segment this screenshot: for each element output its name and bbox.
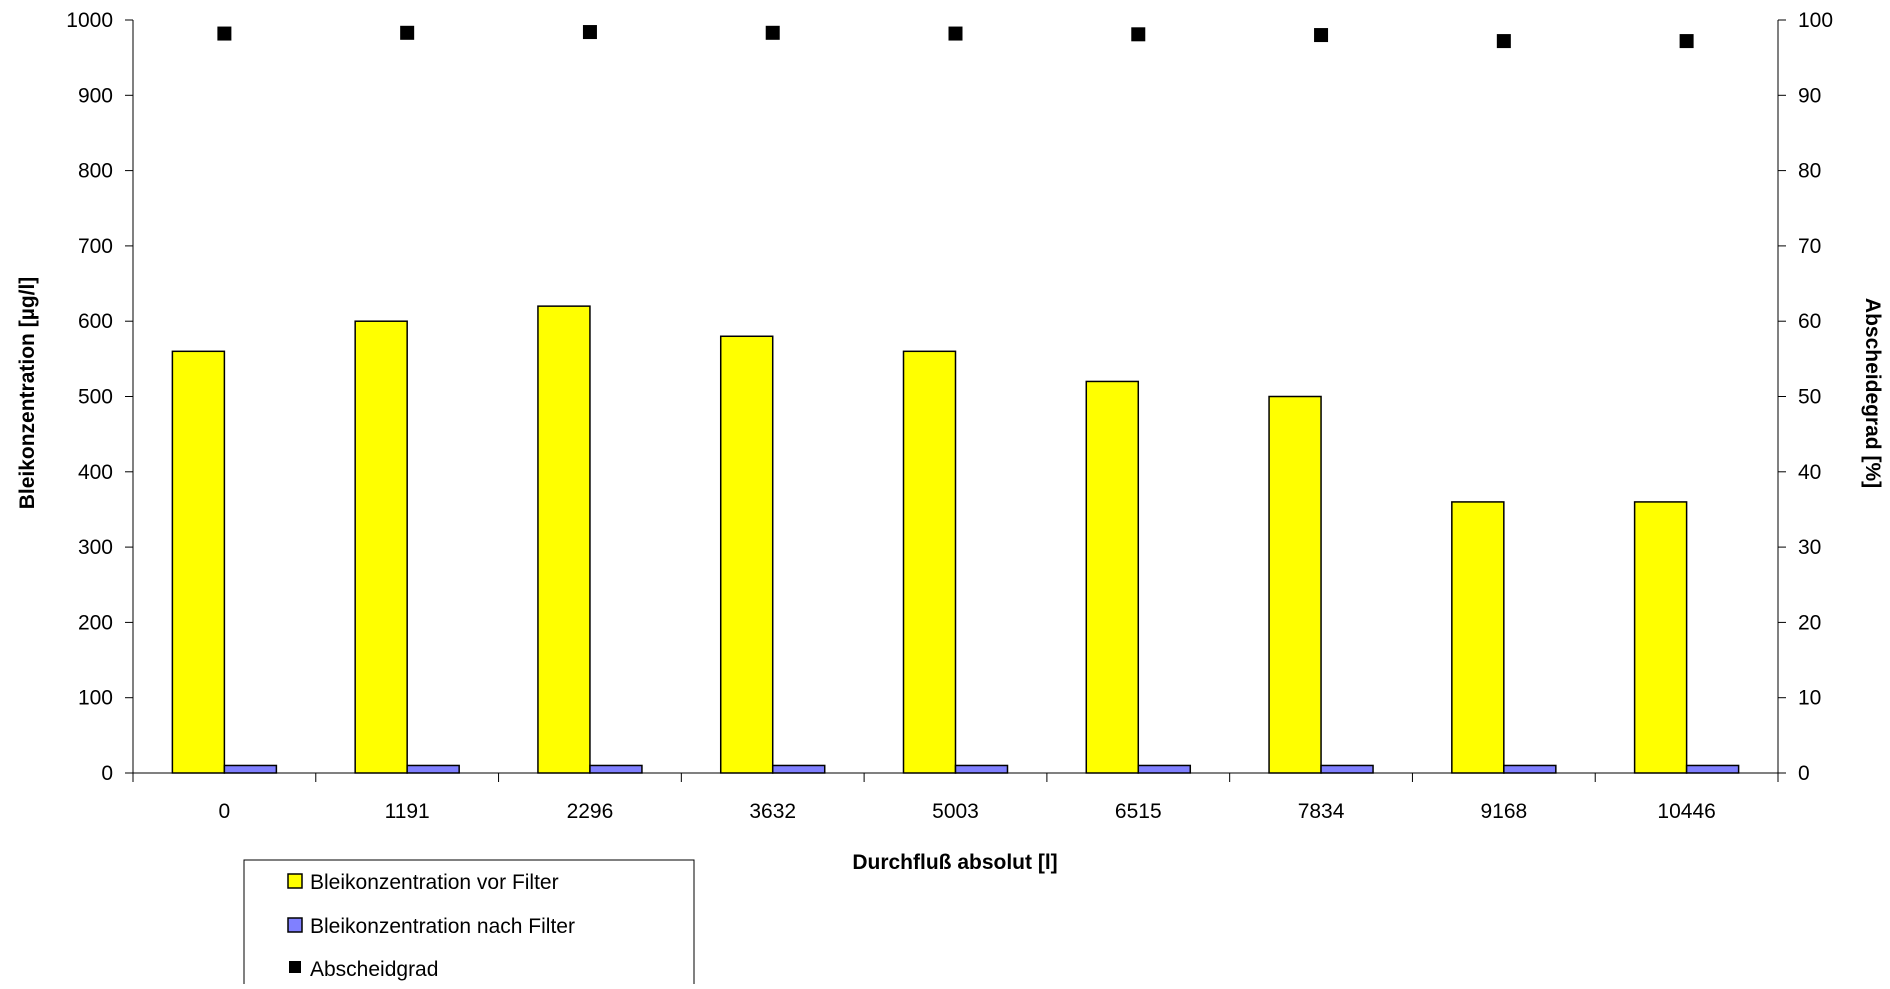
legend-item-vor-filter: Bleikonzentration vor Filter [287, 871, 559, 894]
bar-vor-filter [719, 335, 774, 774]
y-tick-label: 900 [78, 84, 113, 107]
bar-vor-filter [1451, 501, 1505, 774]
x-tick-label: 7834 [1298, 800, 1345, 823]
bar-nach-filter [1503, 764, 1557, 774]
y-tick-label: 1000 [66, 9, 113, 32]
abscheidgrad-point [765, 25, 780, 40]
y2-tick-label: 50 [1798, 386, 1821, 409]
x-tick-label: 6515 [1115, 800, 1162, 823]
bar-nach-filter [1320, 764, 1374, 774]
legend-item-nach-filter: Bleikonzentration nach Filter [287, 915, 575, 938]
y-tick-label: 100 [78, 687, 113, 710]
legend-swatch-nach-filter [287, 917, 303, 933]
y-tick-label: 0 [101, 762, 113, 785]
bar-nach-filter [1685, 764, 1740, 774]
y-tick-label: 400 [78, 461, 113, 484]
y2-tick-label: 0 [1798, 762, 1810, 785]
legend-swatch-vor-filter [287, 873, 303, 889]
bar-vor-filter [1633, 501, 1688, 774]
labels-layer: 0100200300400500600700800900100001020304… [66, 9, 1833, 823]
x-tick-label: 9168 [1480, 800, 1527, 823]
bar-nach-filter [1137, 764, 1192, 774]
x-tick-label: 1191 [385, 800, 430, 823]
y2-tick-label: 90 [1798, 84, 1821, 107]
y-tick-label: 200 [78, 611, 113, 634]
abscheidgrad-point [1679, 34, 1694, 49]
bars-layer [171, 305, 1740, 774]
abscheidgrad-point [1496, 34, 1511, 49]
legend-item-abscheidgrad: Abscheidgrad [289, 958, 438, 981]
bar-vor-filter [171, 350, 226, 774]
y2-axis-title: Abscheidegrad [%] [1861, 298, 1884, 488]
x-tick-label: 3632 [749, 800, 796, 823]
legend-marker-abscheidgrad [289, 961, 301, 973]
y2-tick-label: 20 [1798, 611, 1821, 634]
bar-nach-filter [589, 764, 643, 774]
bar-nach-filter [954, 764, 1009, 774]
abscheidgrad-point [582, 25, 597, 40]
bar-nach-filter [771, 764, 826, 774]
x-axis-title: Durchfluß absolut [l] [852, 851, 1057, 874]
abscheidgrad-point [948, 26, 963, 41]
y2-tick-label: 40 [1798, 461, 1821, 484]
y-axis-title: Bleikonzentration [µg/l] [16, 277, 39, 510]
bar-vor-filter [1085, 380, 1140, 774]
bar-vor-filter [902, 350, 957, 774]
x-tick-label: 10446 [1657, 800, 1715, 823]
y-tick-label: 800 [78, 160, 113, 183]
bar-nach-filter [223, 764, 278, 774]
y2-tick-label: 70 [1798, 235, 1821, 258]
abscheidgrad-point [1131, 27, 1146, 42]
legend-label-nach-filter: Bleikonzentration nach Filter [310, 915, 575, 938]
y-tick-label: 500 [78, 386, 113, 409]
x-tick-label: 2296 [567, 800, 614, 823]
bar-vor-filter [537, 305, 591, 774]
points-layer [217, 25, 1694, 49]
bar-vor-filter [354, 320, 408, 774]
legend-label-vor-filter: Bleikonzentration vor Filter [310, 871, 559, 894]
x-tick-label: 0 [219, 800, 231, 823]
y-tick-label: 700 [78, 235, 113, 258]
legend-box [243, 859, 695, 989]
y2-tick-label: 80 [1798, 160, 1821, 183]
y-tick-label: 600 [78, 310, 113, 333]
legend-label-abscheidgrad: Abscheidgrad [310, 958, 438, 981]
y-tick-label: 300 [78, 536, 113, 559]
abscheidgrad-point [217, 26, 232, 41]
bar-nach-filter [406, 764, 460, 774]
bar-vor-filter [1268, 395, 1322, 774]
y2-tick-label: 60 [1798, 310, 1821, 333]
abscheidgrad-point [400, 25, 415, 40]
y2-tick-label: 100 [1798, 9, 1833, 32]
y2-tick-label: 30 [1798, 536, 1821, 559]
legend: Bleikonzentration vor Filter Bleikonzent… [243, 859, 695, 989]
abscheidgrad-point [1314, 28, 1329, 43]
x-tick-label: 5003 [932, 800, 979, 823]
y2-tick-label: 10 [1798, 687, 1821, 710]
